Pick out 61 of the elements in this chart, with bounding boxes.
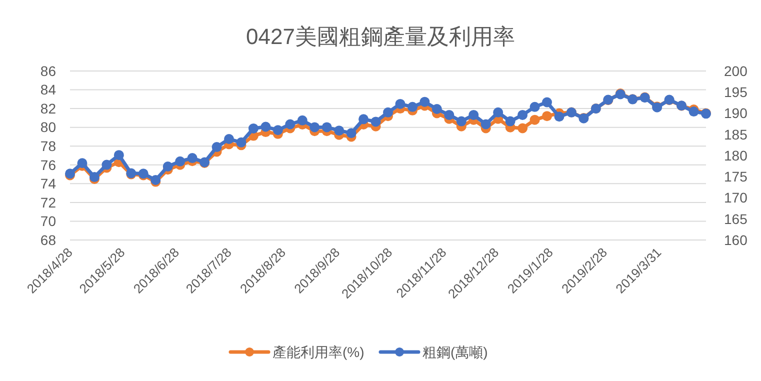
point — [530, 102, 540, 112]
y2-tick-label: 185 — [724, 126, 748, 142]
point — [175, 156, 186, 166]
y-tick-label: 72 — [40, 194, 56, 210]
point — [395, 98, 406, 109]
y-tick-label: 82 — [40, 100, 56, 116]
y2-tick-label: 180 — [724, 147, 748, 164]
y-tick-label: 86 — [40, 62, 56, 79]
point — [248, 123, 258, 134]
y-tick-label: 68 — [40, 232, 56, 248]
point — [236, 137, 246, 148]
point — [407, 102, 418, 112]
y-tick-label: 74 — [40, 176, 56, 192]
y-tick-label: 76 — [40, 156, 56, 173]
y2-tick-label: 190 — [724, 105, 748, 122]
point — [77, 158, 88, 168]
y2-tick-label: 170 — [724, 190, 748, 206]
y2-tick-label: 200 — [724, 62, 748, 79]
y-tick-label: 84 — [40, 82, 56, 98]
point — [542, 111, 552, 122]
point — [114, 150, 124, 160]
point — [370, 116, 381, 127]
point — [420, 96, 430, 107]
point — [212, 142, 222, 152]
chart-title: 0427美國粗鋼產量及利用率 — [246, 24, 515, 49]
y-tick-label: 70 — [40, 213, 56, 230]
point — [518, 110, 528, 120]
point — [456, 116, 466, 126]
point — [518, 123, 528, 134]
y2-tick-label: 165 — [724, 210, 748, 227]
y2-tick-label: 175 — [724, 168, 748, 185]
y2-tick-label: 160 — [724, 232, 748, 248]
point — [260, 122, 271, 132]
legend-label: 產能利用率(%) — [272, 344, 364, 360]
point — [297, 115, 308, 126]
legend-label: 粗鋼(萬噸) — [422, 344, 488, 360]
y2-tick-label: 195 — [724, 84, 748, 100]
point — [505, 116, 516, 126]
point — [285, 119, 296, 130]
point — [102, 160, 112, 170]
point — [162, 161, 173, 172]
point — [383, 107, 393, 118]
point — [272, 125, 283, 136]
point — [554, 112, 564, 122]
point — [530, 114, 540, 125]
point — [468, 110, 479, 120]
point — [688, 106, 699, 117]
point — [542, 97, 552, 108]
point — [224, 134, 234, 144]
point — [480, 119, 491, 130]
y-tick-label: 78 — [40, 138, 56, 154]
point — [310, 122, 320, 132]
point — [187, 153, 198, 164]
point — [358, 114, 369, 124]
point — [432, 104, 442, 114]
y-tick-label: 80 — [40, 119, 56, 136]
point — [444, 110, 454, 120]
point — [322, 122, 332, 132]
point — [493, 107, 504, 118]
point — [346, 128, 356, 138]
point — [334, 126, 344, 136]
